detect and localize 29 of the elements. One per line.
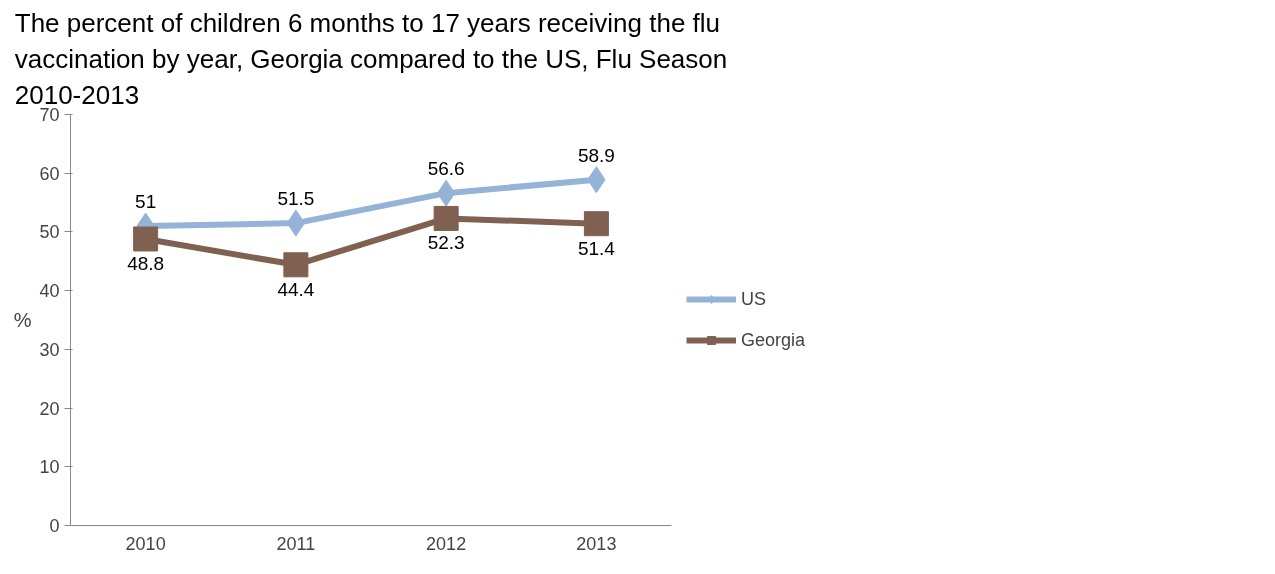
data-label: 51.4 <box>577 237 616 259</box>
data-label: 48.8 <box>127 252 165 274</box>
point <box>436 179 456 207</box>
y-tick-label: 50 <box>39 222 60 243</box>
y-tick-label: 40 <box>39 281 60 302</box>
data-label: 58.9 <box>577 144 615 166</box>
y-tick-label: 20 <box>39 398 60 419</box>
point <box>286 209 306 237</box>
data-label: 51.5 <box>277 188 315 210</box>
y-tick-label: 30 <box>39 339 60 360</box>
y-axis-title: % <box>13 309 32 331</box>
x-tick-label: 2012 <box>426 533 467 554</box>
point <box>433 205 459 231</box>
y-tick-label: 0 <box>49 516 60 536</box>
x-tick-label: 2011 <box>276 533 316 554</box>
data-label: 56.6 <box>427 158 465 180</box>
data-label: 52.3 <box>427 232 465 254</box>
x-tick-label: 2013 <box>576 533 617 554</box>
y-tick-label: 10 <box>39 457 60 478</box>
data-label: 51 <box>135 191 157 213</box>
data-label: 44.4 <box>277 278 315 300</box>
point <box>283 252 309 278</box>
y-tick-label: 60 <box>39 163 60 184</box>
point <box>583 211 609 237</box>
point <box>133 226 159 252</box>
legend-label: US <box>741 288 767 310</box>
x-tick-label: 2010 <box>125 533 166 554</box>
y-tick-label: 70 <box>39 105 60 125</box>
legend-label: Georgia <box>741 329 806 351</box>
